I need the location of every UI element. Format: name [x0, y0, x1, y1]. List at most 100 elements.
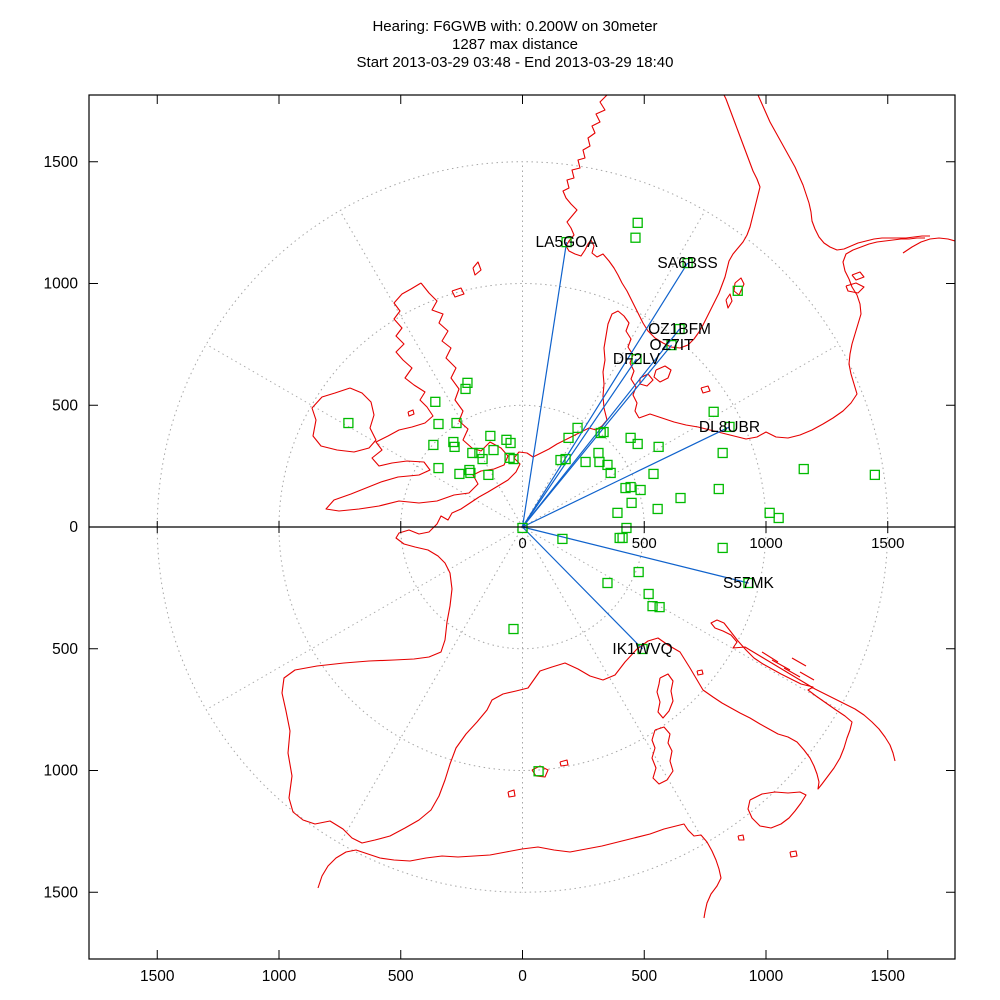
coastline [747, 791, 807, 829]
grid-radial [522, 526, 706, 844]
x-tick-label: 500 [388, 968, 414, 985]
station-square-s57mk [743, 577, 754, 589]
station-square-df2lv [631, 353, 642, 365]
y-tick-label: 500 [52, 641, 78, 658]
station-label-s57mk: S57MK [723, 575, 774, 592]
plot-title-line3: Start 2013-03-29 03:48 - End 2013-03-29 … [356, 54, 674, 71]
station-label-sa6bss: SA6BSS [657, 255, 717, 272]
spot-square [869, 469, 880, 481]
spot-square [449, 441, 460, 453]
x-tick-label: 1000 [262, 968, 297, 985]
grid-radial [205, 526, 523, 711]
coastline [311, 387, 377, 453]
spot-square [483, 469, 494, 481]
axis-inline-label: 1000 [749, 535, 782, 552]
spot-square [451, 417, 462, 429]
spot-square [798, 463, 809, 475]
coastline [799, 671, 815, 681]
spot-square [433, 462, 444, 474]
grid-radial [339, 210, 523, 528]
y-tick-label: 1000 [44, 763, 79, 780]
spot-square [430, 396, 441, 407]
station-label-oz1bfm: OZ1BFM [648, 321, 711, 338]
spot-square [517, 522, 528, 534]
spot-square [595, 427, 606, 439]
coastline [651, 726, 674, 785]
spot-square [717, 542, 728, 554]
spot-square [732, 285, 743, 296]
spot-square [602, 577, 613, 589]
grid-radial [205, 343, 523, 528]
spot-square [654, 601, 665, 613]
station-label-oz7it: OZ7IT [650, 337, 694, 354]
coastline [845, 282, 865, 294]
coastline [317, 823, 722, 919]
spot-square [593, 447, 604, 459]
coastline [789, 850, 798, 858]
spot-square [713, 483, 724, 495]
plot-area [156, 95, 955, 919]
station-square-oz1bfm [674, 323, 685, 335]
coastline [281, 496, 896, 844]
coastline [472, 261, 482, 276]
station-label-ik1wvq: IK1WVQ [612, 641, 672, 658]
y-tick-label: 1500 [44, 884, 79, 901]
coastline [771, 659, 791, 671]
spot-square [647, 600, 658, 612]
station-square-la5goa [561, 236, 572, 248]
y-tick-label: 1000 [44, 276, 79, 293]
spot-square [467, 447, 478, 459]
spot-square [764, 507, 775, 519]
coastline [851, 271, 865, 281]
spot-square [648, 468, 659, 480]
station-ray-ik1wvq [522, 526, 643, 650]
station-label-la5goa: LA5GOA [536, 234, 599, 251]
station-ray-dl8ubr [522, 426, 730, 528]
plot-title-block: Hearing: F6GWB with: 0.200W on 30meter 1… [15, 18, 1000, 72]
coastline [733, 277, 745, 296]
spot-square [572, 422, 583, 434]
spot-square [717, 447, 728, 459]
spot-square [602, 459, 613, 471]
coastline [507, 789, 516, 798]
station-ray-sa6bss [521, 262, 689, 528]
spot-square [626, 497, 637, 509]
spot-square [708, 406, 719, 417]
station-label-dl8ubr: DL8UBR [699, 419, 760, 436]
x-tick-label: 1000 [749, 968, 784, 985]
spot-square [460, 383, 471, 395]
station-square-ik1wvq [637, 643, 648, 655]
coastline [725, 293, 733, 309]
spot-square [652, 503, 663, 515]
coastline [562, 95, 761, 349]
spot-square [614, 532, 625, 544]
coastline [656, 673, 674, 719]
spot-square [617, 532, 628, 544]
spot-square [633, 566, 644, 578]
spot-square [630, 232, 641, 243]
coastline [325, 282, 509, 512]
spot-square [632, 217, 643, 229]
spot-square [508, 623, 519, 635]
spot-square [488, 444, 499, 456]
y-tick-label: 1500 [44, 154, 79, 171]
x-tick-label: 1500 [871, 968, 906, 985]
spot-square [533, 766, 544, 777]
spot-square [621, 522, 632, 534]
spot-square [594, 456, 605, 468]
spot-square [454, 468, 465, 480]
station-square-oz7it [666, 339, 677, 351]
y-tick-label: 0 [69, 519, 78, 536]
spot-square [632, 438, 643, 450]
spot-square [563, 432, 574, 444]
spot-square [625, 432, 636, 444]
spot-square [612, 507, 623, 519]
spot-square [485, 430, 496, 442]
spot-square [433, 418, 444, 430]
coastline [791, 657, 807, 667]
station-label-df2lv: DF2LV [613, 351, 661, 368]
station-ray-s57mk [522, 526, 749, 584]
x-tick-label: 500 [631, 968, 657, 985]
axis-inline-label: 0 [518, 535, 526, 552]
spot-square [580, 456, 591, 468]
